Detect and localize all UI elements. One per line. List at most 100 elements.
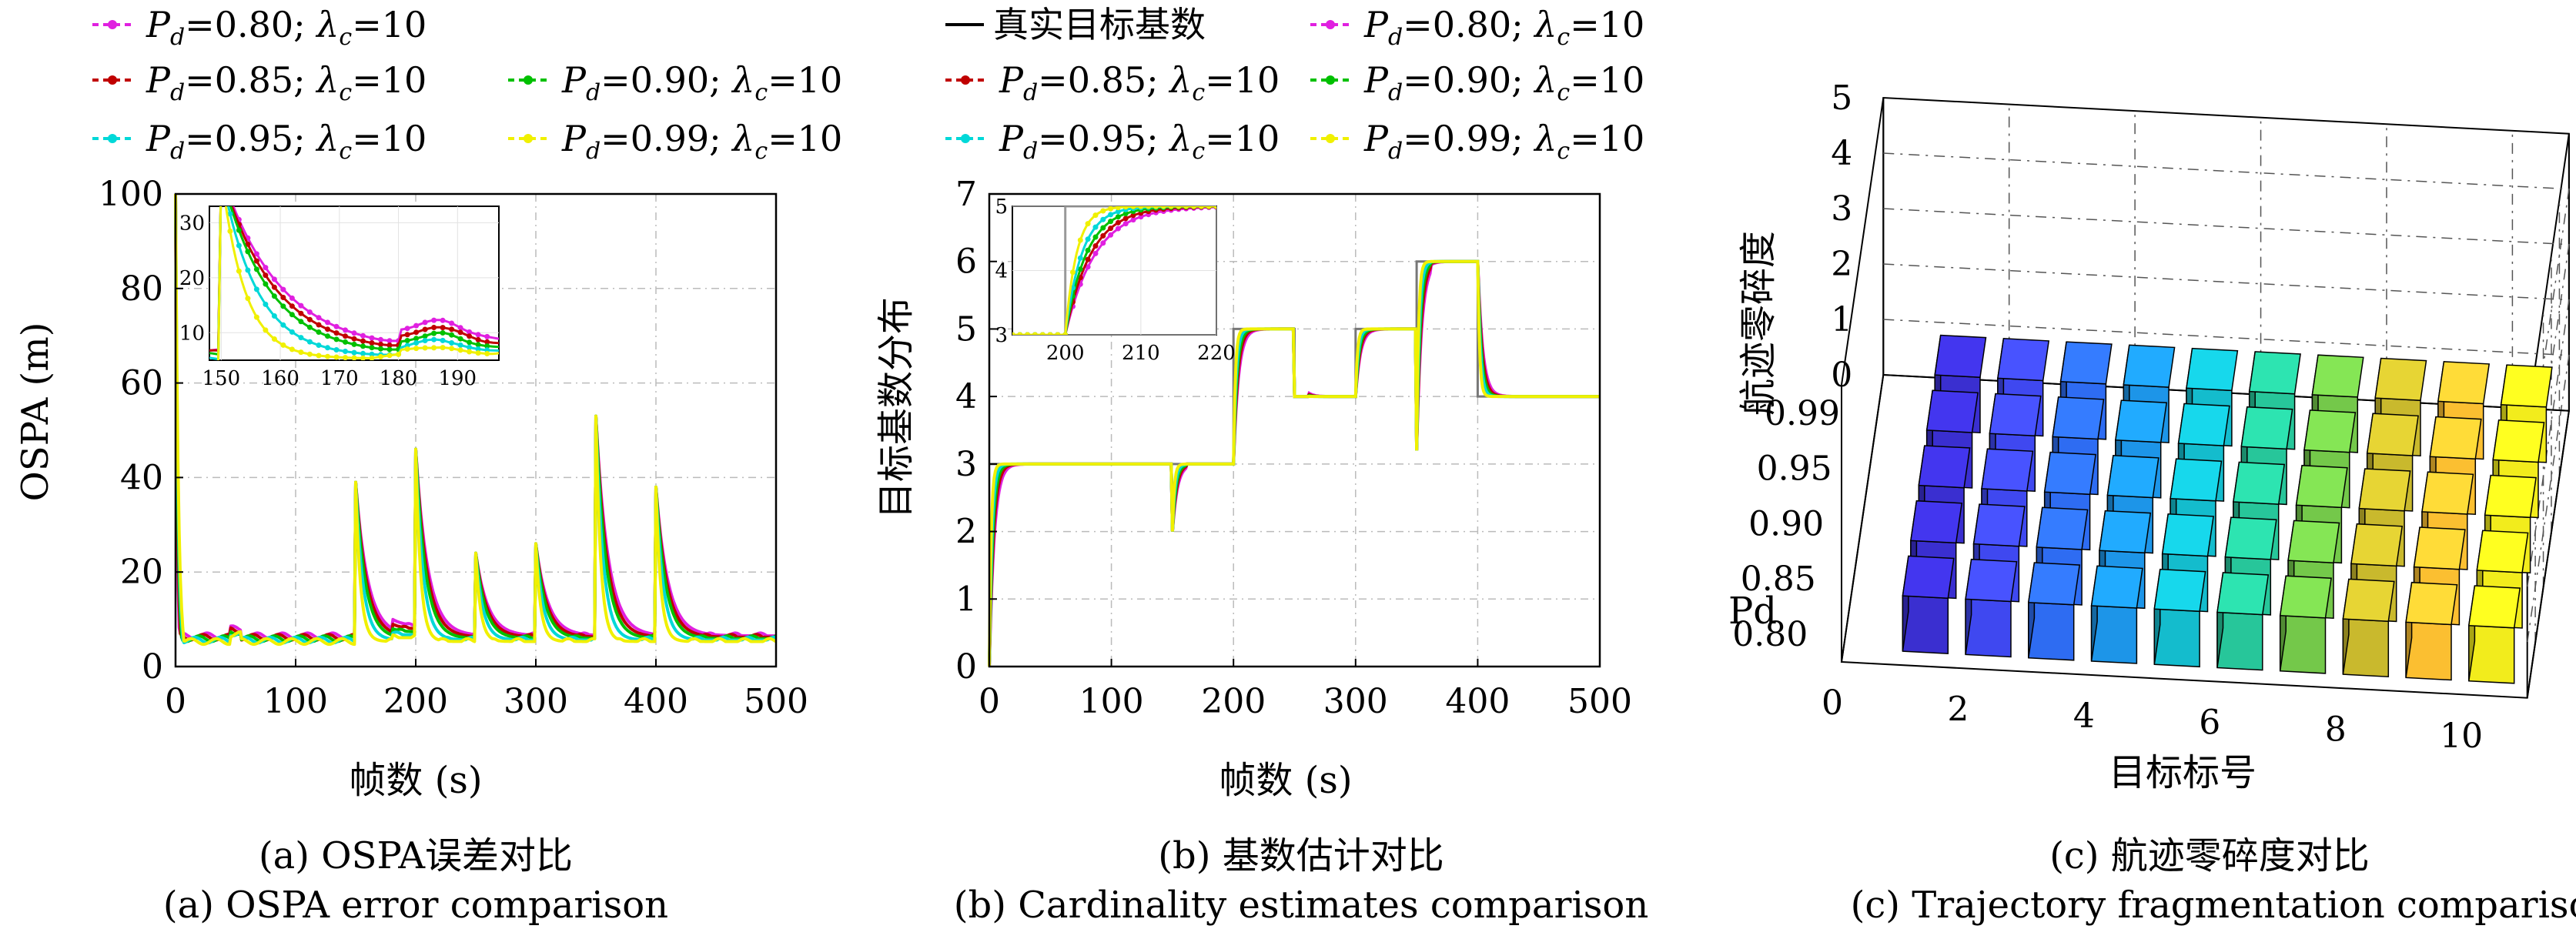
legend-b-0-label: Pd=0.80; λc=10	[1363, 4, 1644, 51]
cardinality-inset-point	[1122, 221, 1129, 227]
ospa-series	[174, 193, 777, 647]
cardinality-inset-line	[1012, 206, 1216, 335]
cardinality-series-line	[988, 259, 1600, 667]
ospa-inset-point	[378, 336, 383, 343]
ospa-inset-point	[386, 338, 393, 344]
bar-top	[1902, 555, 1955, 599]
ospa-inset-point	[422, 338, 428, 343]
wall-grid	[1883, 208, 2570, 532]
fragmentation-zlabel: 航迹零碎度	[1737, 231, 1780, 416]
ospa-ytick-label: 80	[120, 269, 163, 309]
wall-grid	[1883, 319, 2570, 643]
bar-3d	[2279, 575, 2332, 674]
legend-a-3-part: c	[339, 138, 352, 165]
legend-b-marker-2	[1310, 75, 1350, 85]
fragmentation-chart: 0 1 2 3 4 5 0 2 4 6 8 10 0.80 0.85 0.90 0.95 0.99 目标标号 航…	[1728, 79, 2576, 927]
legend-a-1-label: Pd=0.85; λc=10	[146, 59, 427, 106]
cardinality-inset-point	[1108, 219, 1114, 225]
legend-b-true-label: 真实目标基数	[993, 4, 1206, 45]
bar-top	[2287, 520, 2340, 563]
ospa-inset-xtick: 170	[320, 367, 359, 390]
bar-top	[1972, 503, 2026, 547]
ospa-inset-point	[484, 343, 490, 349]
bar-top	[2374, 357, 2427, 401]
ospa-plot-frame	[174, 192, 778, 668]
fragmentation-xtick-label: 2	[1947, 690, 1969, 730]
legend-a-2-part: c	[754, 79, 768, 106]
ospa-inset-point	[484, 333, 490, 339]
cardinality-ytick-label: 7	[955, 175, 977, 214]
fragmentation-3d: 0 1 2 3 4 5 0 2 4 6 8 10 0.80 0.85 0.90 0.95 0.99	[1732, 79, 2571, 756]
ospa-xtick-label: 400	[624, 682, 688, 721]
cardinality-inset-point	[1122, 211, 1129, 217]
ospa-inset-point	[253, 251, 259, 257]
cardinality-inset-point	[1085, 221, 1091, 227]
legend-b-0-part: d	[1388, 24, 1403, 51]
cardinality-inset-point	[1070, 269, 1076, 276]
cardinality-ytick-label: 5	[955, 309, 977, 349]
ospa-inset-point	[263, 281, 269, 287]
bar-top	[2467, 585, 2521, 629]
bar-top	[2233, 461, 2286, 505]
legend-a-marker-2	[508, 75, 548, 85]
bar-top	[2170, 458, 2223, 502]
bar-top	[2421, 471, 2474, 515]
bar-front	[1902, 595, 1949, 654]
ospa-inset-point	[289, 295, 295, 301]
legend-marker	[108, 75, 117, 85]
legend-a-3-part: d	[170, 138, 185, 165]
legend-a-2-part: =10	[768, 59, 842, 101]
bar-3d	[2027, 562, 2081, 661]
ospa-inset-point	[253, 286, 259, 292]
cardinality-inset-point	[1100, 240, 1106, 246]
wall-grid	[1883, 263, 2570, 587]
ospa-inset-point	[351, 355, 357, 360]
bar-top	[2358, 468, 2411, 512]
cardinality-xtick-label: 300	[1323, 682, 1388, 721]
fragmentation-ylabel: Pd	[1728, 590, 1777, 633]
ospa-inset-point	[413, 336, 420, 342]
cardinality-inset-point	[1146, 206, 1152, 209]
ospa-inset-point	[271, 293, 277, 299]
ospa-inset-point	[431, 325, 437, 330]
cardinality-inset-point	[1100, 208, 1106, 214]
legend-a-marker-3	[92, 134, 132, 143]
ospa-inset-point	[245, 296, 251, 302]
legend-a-0-part: P	[146, 4, 171, 45]
legend-a-0-label: Pd=0.80; λc=10	[146, 4, 427, 51]
bar-3d	[2153, 568, 2206, 668]
bar-3d	[2090, 565, 2143, 664]
cardinality-inset-point	[1077, 237, 1083, 243]
ospa-inset-point	[253, 258, 259, 264]
ospa-inset-point	[236, 242, 242, 249]
ospa-ytick-label: 0	[142, 647, 163, 687]
ospa-inset-point	[289, 303, 295, 309]
fragmentation-xtick-label: 8	[2325, 710, 2347, 749]
ospa-inset-point	[263, 272, 269, 279]
bar-top	[2413, 526, 2466, 570]
ospa-inset-point	[271, 336, 277, 342]
legend-marker	[524, 75, 533, 85]
ospa-inset-point	[457, 336, 463, 342]
ospa-inset-point	[440, 317, 446, 323]
ospa-xtick-label: 300	[503, 682, 568, 721]
ospa-inset-point	[271, 313, 277, 319]
cardinality-inset-point	[1115, 214, 1121, 220]
ospa-inset-point	[467, 349, 473, 355]
bar-top	[2303, 409, 2357, 453]
cardinality-inset-point	[1085, 256, 1091, 262]
legend-b-1-part: P	[999, 59, 1024, 101]
legend-b-2-part: =10	[1570, 59, 1644, 101]
cardinality-inset-point	[1100, 216, 1106, 222]
cardinality-inset-point	[1108, 232, 1114, 238]
legend-a-1-part: λ	[315, 59, 339, 101]
ospa-inset-point	[298, 302, 304, 309]
legend-b-4-part: P	[1363, 118, 1389, 159]
ospa-inset-point	[306, 316, 313, 322]
ospa-inset-point	[369, 340, 375, 346]
cardinality-inset-xtick: 210	[1122, 342, 1160, 365]
legend-b-2-part: P	[1363, 59, 1389, 101]
ospa-inset-point	[298, 349, 304, 356]
